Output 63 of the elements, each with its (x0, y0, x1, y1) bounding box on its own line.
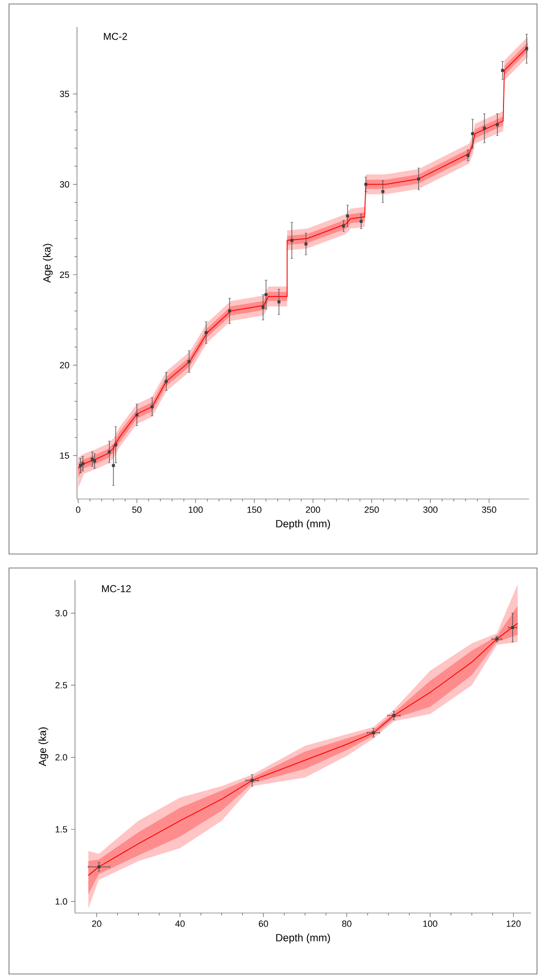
x-tick-label: 150 (247, 506, 262, 513)
x-tick-label: 120 (506, 920, 521, 927)
point (93, 460, 96, 463)
point (304, 242, 308, 246)
point (97, 865, 100, 868)
y-tick-label: 15 (60, 452, 70, 459)
point (290, 238, 294, 242)
x-tick-label: 60 (258, 920, 268, 927)
point (204, 331, 208, 334)
point (277, 300, 280, 304)
point (417, 177, 420, 180)
point (471, 132, 474, 136)
y-tick-label: 2.0 (55, 754, 68, 760)
point (188, 360, 191, 364)
point (496, 123, 499, 126)
point (482, 126, 486, 130)
point (392, 714, 396, 717)
point (250, 778, 254, 782)
y-tick-label: 25 (60, 272, 70, 278)
point (364, 182, 368, 186)
x-tick-label: 100 (188, 506, 203, 513)
x-tick-label: 250 (364, 506, 379, 513)
y-tick-label: 3.0 (55, 610, 68, 616)
point (381, 190, 384, 194)
point (511, 626, 514, 630)
point (150, 405, 154, 408)
x-tick-label: 350 (482, 506, 496, 513)
point (342, 224, 345, 228)
x-tick-label: 20 (92, 920, 102, 927)
y-axis-title: Age (ka) (42, 244, 53, 283)
y-tick-label: 35 (60, 90, 70, 98)
point (112, 464, 115, 468)
x-tick-label: 40 (175, 920, 185, 927)
x-tick-label: 80 (342, 920, 352, 927)
point (108, 450, 111, 454)
y-tick-label: 30 (60, 181, 70, 188)
point (228, 309, 232, 312)
point (114, 443, 118, 446)
point (346, 214, 350, 218)
point (360, 220, 363, 223)
x-tick-label: 0 (76, 506, 80, 513)
point (372, 731, 375, 734)
point (501, 68, 504, 72)
chart-title: MC-2 (104, 32, 127, 40)
x-axis-title: Depth (mm) (276, 934, 330, 944)
point (262, 306, 265, 309)
y-tick-label: 2.5 (55, 682, 68, 688)
y-tick-label: 20 (60, 362, 70, 368)
point (466, 154, 470, 157)
x-axis-title: Depth (mm) (276, 520, 330, 530)
x-tick-label: 300 (423, 506, 438, 513)
chart-title: MC-12 (102, 585, 131, 592)
point (264, 293, 268, 296)
y-tick-label: 1.0 (56, 898, 68, 905)
y-tick-label: 1.5 (56, 826, 68, 833)
x-tick-label: 100 (423, 920, 438, 927)
point (164, 380, 168, 383)
y-axis-title: Age (ka) (38, 727, 48, 766)
point (135, 413, 138, 416)
x-tick-label: 200 (306, 506, 320, 513)
point (90, 458, 94, 461)
x-tick-label: 50 (132, 506, 142, 513)
point (525, 47, 528, 50)
